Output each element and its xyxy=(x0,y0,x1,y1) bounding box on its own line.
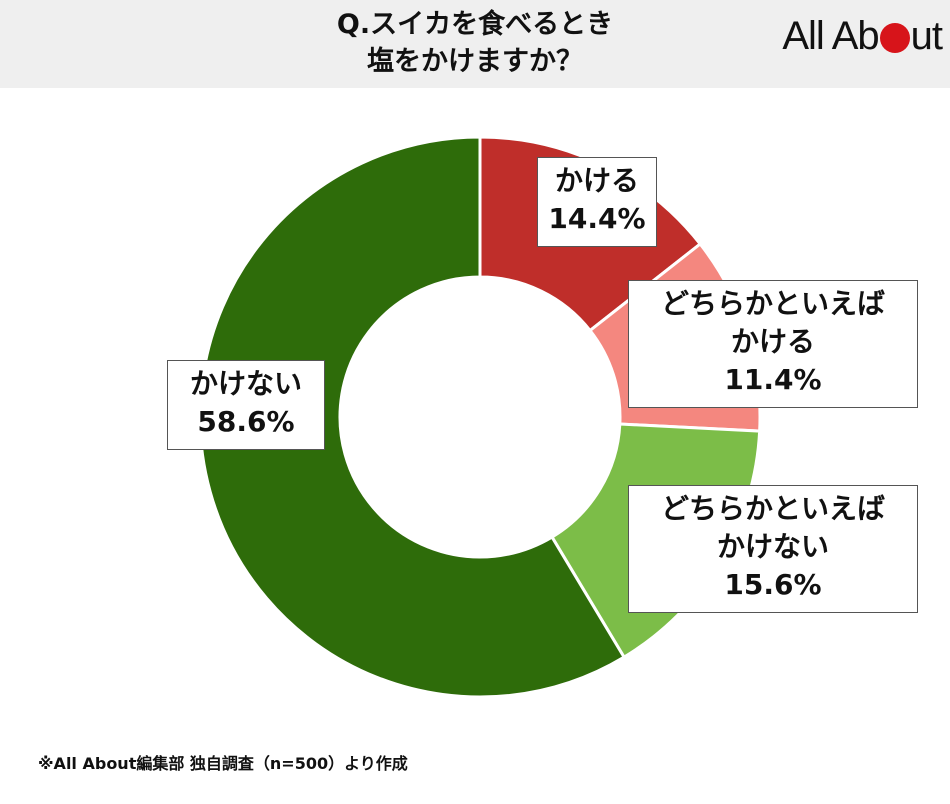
allabout-logo: All Ab ut xyxy=(782,12,943,60)
label-kakeru-line-2: 14.4% xyxy=(548,202,646,235)
header-bar xyxy=(0,0,950,88)
logo-red-dot-icon xyxy=(879,23,910,53)
label-dochira-kakeru-line-2: かける xyxy=(730,325,815,358)
label-kakeru: かける 14.4% xyxy=(537,157,657,247)
label-kakenai-line-2: 58.6% xyxy=(197,405,295,438)
chart-title: Q.スイカを食べるとき 塩をかけますか？ xyxy=(0,6,950,80)
logo-text-2: ut xyxy=(910,13,943,58)
label-dochira-kakenai-line-1: どちらかといえば xyxy=(660,492,885,525)
title-line-2: 塩をかけますか？ xyxy=(367,46,583,77)
donut-slice-3 xyxy=(198,135,627,699)
label-dochira-kakenai-line-2: かけない xyxy=(716,530,829,563)
label-dochira-kakeru-line-1: どちらかといえば xyxy=(660,287,885,320)
logo-text-1: All Ab xyxy=(782,13,879,58)
title-line-1: Q.スイカを食べるとき xyxy=(336,9,614,40)
label-kakeru-line-1: かける xyxy=(554,164,639,197)
label-dochira-kakeru: どちらかといえば かける 11.4% xyxy=(628,280,918,408)
label-dochira-kakenai: どちらかといえば かけない 15.6% xyxy=(628,485,918,613)
source-note: ※All About編集部 独自調査（n=500）より作成 xyxy=(38,754,408,773)
label-kakenai: かけない 58.6% xyxy=(167,360,325,450)
label-dochira-kakenai-line-3: 15.6% xyxy=(724,568,822,601)
label-kakenai-line-1: かけない xyxy=(189,367,302,400)
label-dochira-kakeru-line-3: 11.4% xyxy=(724,363,822,396)
